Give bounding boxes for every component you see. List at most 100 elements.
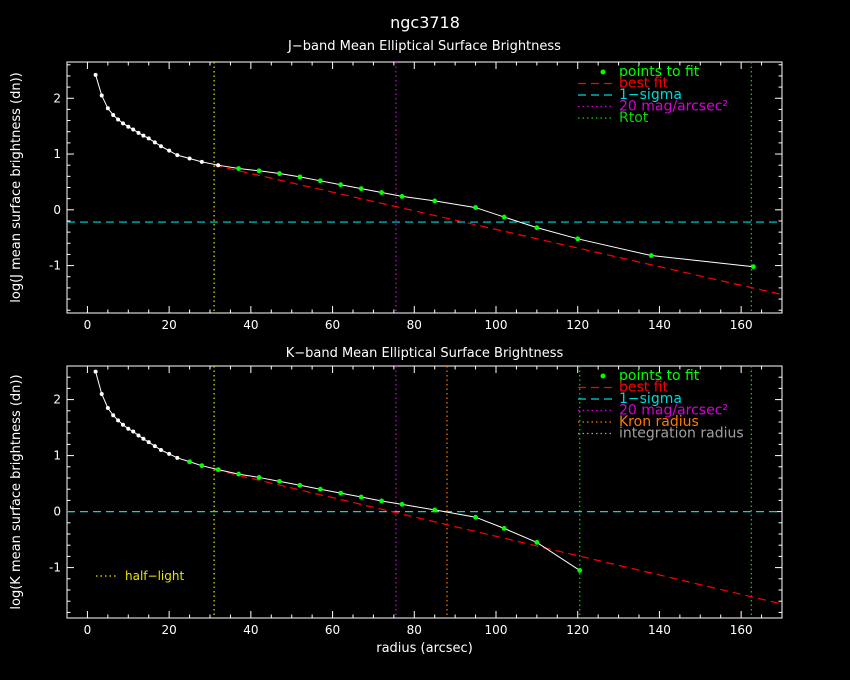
x-tick-label: 140: [648, 623, 671, 637]
profile-point: [116, 418, 121, 423]
profile-point: [167, 451, 172, 456]
profile-point: [136, 433, 141, 438]
y-tick-label: 1: [53, 449, 61, 463]
fit-point: [297, 174, 303, 180]
k-band-panel: K−band Mean Elliptical Surface Brightnes…: [9, 346, 783, 656]
plot-area: [67, 366, 782, 618]
profile-point: [126, 426, 131, 431]
profile-point: [99, 93, 104, 98]
fit-point: [236, 166, 242, 171]
y-tick-label: 1: [53, 147, 61, 161]
j-band-panel: J−band Mean Elliptical Surface Brightnes…: [9, 39, 783, 332]
x-tick-label: 60: [325, 318, 340, 332]
plot-area: [67, 62, 782, 313]
fit-point: [399, 194, 405, 199]
fit-point: [501, 214, 507, 220]
fit-point: [432, 507, 438, 513]
y-tick-label: 2: [53, 91, 61, 105]
legend-marker: [600, 373, 606, 379]
fit-point: [187, 459, 192, 465]
x-tick-label: 120: [566, 623, 589, 637]
profile-point: [116, 117, 121, 122]
legend-label: points to fit: [619, 368, 700, 384]
profile-point: [216, 163, 221, 168]
x-tick-label: 20: [162, 623, 177, 637]
fit-point: [534, 225, 540, 231]
fit-point: [751, 264, 756, 270]
half-light-label: half−light: [125, 569, 184, 583]
legend-marker: [600, 69, 606, 75]
profile-point: [111, 112, 116, 117]
profile-point: [105, 406, 110, 410]
x-tick-label: 40: [243, 623, 258, 637]
fit-point: [473, 514, 478, 520]
fit-point: [358, 186, 364, 192]
x-tick-label: 80: [407, 623, 422, 637]
x-tick-label: 140: [648, 318, 671, 332]
profile-point: [152, 140, 157, 145]
fit-point: [317, 486, 323, 492]
profile-point: [146, 136, 151, 141]
x-tick-label: 80: [407, 318, 422, 332]
x-tick-label: 100: [485, 318, 508, 332]
x-tick-label: 160: [730, 623, 753, 637]
fit-point: [379, 498, 384, 504]
legend-label: 1−sigma: [619, 87, 682, 103]
legend-label: best fit: [619, 380, 669, 396]
fit-point: [577, 568, 583, 573]
fit-point: [575, 236, 581, 242]
profile-point: [199, 159, 204, 164]
profile-point: [158, 448, 163, 452]
legend-label: 20 mag/arcsec²: [619, 99, 728, 115]
fit-point: [277, 478, 282, 484]
y-tick-label: 2: [53, 393, 61, 407]
profile-point: [175, 153, 180, 158]
profile-point: [158, 144, 163, 149]
fit-point: [256, 475, 262, 480]
profile-point: [99, 392, 104, 396]
axes-frame: [66, 365, 783, 619]
panel-title: K−band Mean Elliptical Surface Brightnes…: [286, 346, 564, 361]
profile-point: [111, 413, 116, 418]
x-tick-label: 0: [84, 318, 92, 332]
fit-point: [399, 501, 405, 507]
x-tick-label: 20: [162, 318, 177, 332]
profile-point: [167, 148, 172, 153]
legend-label: Kron radius: [619, 414, 699, 430]
profile-point: [126, 124, 131, 129]
x-tick-label: 160: [730, 318, 753, 332]
panel-title: J−band Mean Elliptical Surface Brightnes…: [287, 39, 561, 54]
x-tick-label: 40: [243, 318, 258, 332]
fit-point: [317, 178, 323, 184]
x-tick-label: 120: [566, 318, 589, 332]
x-tick-label: 100: [485, 623, 508, 637]
fit-point: [256, 168, 262, 174]
fit-point: [297, 482, 303, 488]
profile-point: [146, 440, 151, 445]
fit-point: [338, 182, 344, 188]
fit-point: [338, 490, 344, 496]
profile-point: [120, 422, 125, 427]
best-fit-line: [213, 469, 782, 605]
profile-point: [105, 106, 110, 111]
legend-label: integration radius: [619, 426, 744, 442]
fit-point: [432, 198, 438, 204]
fit-point: [534, 540, 540, 545]
profile-point: [152, 444, 157, 449]
profile-point: [131, 127, 136, 132]
y-axis-label: log(J mean surface brightness (dn)): [9, 72, 24, 302]
fit-point: [358, 494, 364, 500]
legend-label: Rtot: [619, 110, 649, 126]
y-tick-label: 0: [53, 505, 61, 519]
fit-point: [215, 467, 221, 472]
fit-point: [379, 190, 384, 195]
profile-point: [120, 121, 125, 126]
profile-point: [141, 436, 146, 441]
legend-label: best fit: [619, 76, 669, 92]
y-tick-label: 0: [53, 203, 61, 217]
legend-label: 20 mag/arcsec²: [619, 403, 728, 419]
fit-point: [648, 253, 654, 258]
figure-title: ngc3718: [390, 13, 460, 32]
